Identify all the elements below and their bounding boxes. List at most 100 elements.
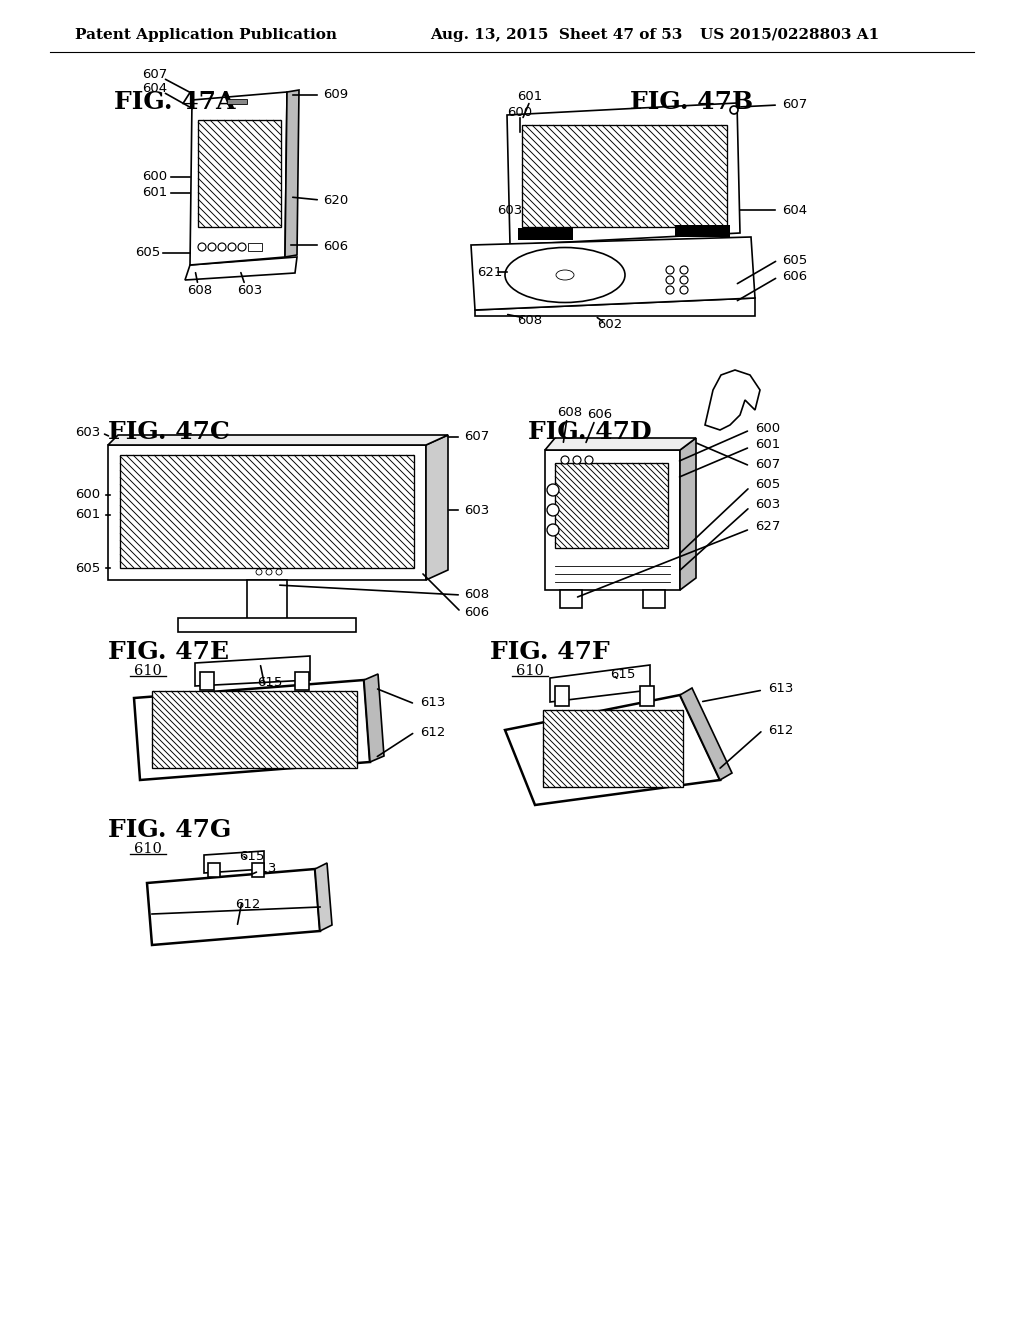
Polygon shape (195, 656, 310, 686)
Text: 608: 608 (464, 589, 489, 602)
Text: 608: 608 (187, 284, 213, 297)
Polygon shape (185, 257, 297, 280)
Bar (227, 99, 247, 104)
Text: 605: 605 (782, 253, 807, 267)
Ellipse shape (505, 248, 625, 302)
Bar (108, 445, 426, 579)
Bar (152, 690, 357, 768)
Polygon shape (505, 696, 720, 805)
Text: 615: 615 (610, 668, 636, 681)
Text: 610: 610 (134, 842, 162, 855)
Text: 613: 613 (251, 862, 276, 874)
Polygon shape (550, 665, 650, 702)
Text: 601: 601 (755, 438, 780, 451)
Circle shape (666, 276, 674, 284)
Polygon shape (426, 436, 449, 579)
Text: Aug. 13, 2015  Sheet 47 of 53: Aug. 13, 2015 Sheet 47 of 53 (430, 28, 682, 42)
Text: FIG. 47B: FIG. 47B (630, 90, 753, 114)
Text: 600: 600 (75, 488, 100, 502)
Bar (208, 863, 220, 876)
Polygon shape (680, 438, 696, 590)
Text: 605: 605 (75, 561, 100, 574)
Text: 612: 612 (236, 899, 261, 912)
Bar (252, 863, 264, 876)
Text: 615: 615 (257, 676, 283, 689)
Text: 612: 612 (420, 726, 445, 738)
Text: 612: 612 (768, 723, 794, 737)
Polygon shape (545, 438, 696, 450)
Text: 600: 600 (508, 106, 532, 119)
Text: 615: 615 (240, 850, 264, 862)
Bar (643, 590, 665, 609)
Bar (555, 463, 668, 548)
Text: 607: 607 (782, 99, 807, 111)
Polygon shape (471, 238, 755, 310)
Circle shape (547, 504, 559, 516)
Circle shape (561, 455, 569, 465)
Bar (200, 672, 214, 690)
Circle shape (585, 455, 593, 465)
Polygon shape (285, 90, 299, 257)
Bar (640, 686, 654, 706)
Text: 613: 613 (420, 696, 445, 709)
Bar (675, 224, 730, 238)
Bar (248, 243, 262, 251)
Text: 627: 627 (755, 520, 780, 533)
Text: 607: 607 (142, 69, 168, 82)
Text: 601: 601 (517, 91, 543, 103)
Ellipse shape (556, 271, 574, 280)
Bar (555, 686, 569, 706)
Polygon shape (108, 436, 449, 445)
Text: FIG. 47A: FIG. 47A (115, 90, 236, 114)
Text: 602: 602 (597, 318, 623, 331)
Text: FIG. 47E: FIG. 47E (108, 640, 229, 664)
Text: 605: 605 (755, 479, 780, 491)
Text: 607: 607 (464, 430, 489, 444)
Circle shape (573, 455, 581, 465)
Text: 610: 610 (134, 664, 162, 678)
Polygon shape (147, 869, 319, 945)
Bar (560, 590, 582, 609)
Circle shape (680, 286, 688, 294)
Polygon shape (364, 675, 384, 762)
Text: 606: 606 (782, 271, 807, 284)
Circle shape (276, 569, 282, 576)
Bar (522, 125, 727, 227)
Circle shape (680, 267, 688, 275)
Text: 603: 603 (238, 284, 262, 297)
Bar (178, 618, 356, 632)
Bar (120, 455, 414, 568)
Bar (543, 710, 683, 787)
Text: 600: 600 (755, 421, 780, 434)
Circle shape (208, 243, 216, 251)
Text: 603: 603 (755, 499, 780, 511)
Text: 603: 603 (75, 426, 100, 440)
Text: 600: 600 (142, 170, 168, 183)
Circle shape (228, 243, 236, 251)
Text: 607: 607 (755, 458, 780, 470)
Text: 604: 604 (782, 203, 807, 216)
Text: 601: 601 (75, 508, 100, 521)
Circle shape (666, 267, 674, 275)
Bar (545, 450, 680, 590)
Circle shape (266, 569, 272, 576)
Polygon shape (475, 298, 755, 315)
Circle shape (547, 484, 559, 496)
Text: 613: 613 (768, 681, 794, 694)
Circle shape (730, 106, 738, 114)
Text: 621: 621 (477, 265, 503, 279)
Circle shape (198, 243, 206, 251)
Bar (518, 228, 573, 240)
Circle shape (218, 243, 226, 251)
Circle shape (238, 243, 246, 251)
Text: FIG. 47F: FIG. 47F (490, 640, 609, 664)
Text: 603: 603 (464, 503, 489, 516)
Text: FIG. 47D: FIG. 47D (528, 420, 651, 444)
Polygon shape (190, 92, 287, 265)
Text: 620: 620 (323, 194, 348, 206)
Text: 608: 608 (517, 314, 543, 326)
Text: 606: 606 (464, 606, 489, 619)
Circle shape (680, 276, 688, 284)
Polygon shape (204, 851, 264, 873)
Bar (295, 672, 309, 690)
